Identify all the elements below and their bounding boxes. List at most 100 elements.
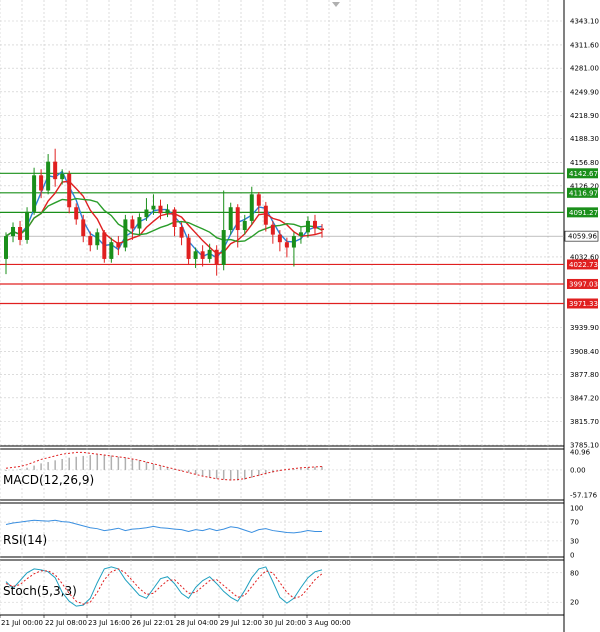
candle-body	[67, 173, 72, 208]
rsi-line	[5, 519, 322, 534]
stoch-label: Stoch(5,3,3)	[3, 584, 77, 598]
candle-body	[137, 217, 142, 229]
level-tag	[567, 207, 598, 218]
candle-body	[116, 242, 121, 248]
time-tick-label: 21 Jul 00:00	[1, 619, 43, 627]
price-tick-label: 3939.90	[570, 324, 599, 332]
ma-slow-line	[5, 180, 323, 255]
level-tag	[567, 259, 598, 270]
candle-body	[102, 232, 107, 259]
macd-panel	[0, 451, 564, 481]
rsi-panel	[0, 519, 564, 542]
price-tick-label: 3908.40	[570, 348, 599, 356]
time-tick-label: 29 Jul 12:00	[220, 619, 262, 627]
candle-body	[88, 236, 93, 246]
candle-body	[60, 173, 65, 180]
candle-body	[32, 175, 37, 212]
stoch-tick-label: 80	[570, 569, 579, 577]
stochastic-panel	[0, 566, 564, 607]
price-tick-label: 4343.10	[570, 18, 599, 26]
candle-body	[53, 161, 58, 180]
price-axis: 4343.10 4311.60 4281.00 4249.90 4218.90 4188.…	[564, 18, 599, 607]
time-tick-label: 30 Jul 20:00	[264, 619, 306, 627]
candle-body	[256, 194, 261, 206]
candle-body	[214, 249, 219, 265]
candle-body	[186, 237, 191, 259]
candle-body	[123, 219, 128, 248]
macd-label: MACD(12,26,9)	[3, 473, 94, 487]
level-tag	[567, 298, 598, 309]
level-label: 4142.67	[569, 170, 598, 178]
price-tick-label: 3847.20	[570, 394, 599, 402]
rsi-tick-label: 100	[570, 505, 583, 513]
level-label: 3971.33	[569, 300, 598, 308]
time-axis: 21 Jul 00:00 22 Jul 08:00 23 Jul 16:00 26 J…	[0, 615, 351, 627]
price-tick-label: 4156.80	[570, 159, 599, 167]
level-tag	[567, 168, 598, 179]
time-tick-label: 3 Aug 00:00	[308, 619, 351, 627]
candle-body	[305, 220, 310, 233]
candle-body	[298, 232, 303, 237]
level-label: 3997.03	[569, 280, 598, 288]
candle-body	[4, 236, 8, 259]
price-tick-label: 3877.80	[570, 371, 599, 379]
candle-body	[81, 219, 86, 237]
level-label: 4022.73	[569, 261, 598, 269]
stoch-k-line	[5, 566, 323, 607]
price-tick-label: 4249.90	[570, 88, 599, 96]
candle-body	[39, 175, 44, 191]
level-tag	[567, 187, 598, 198]
candle-body	[130, 219, 135, 229]
candle-body	[165, 209, 170, 214]
candle-body	[221, 230, 226, 265]
candle-body	[270, 224, 275, 235]
macd-tick-label: 0.00	[570, 466, 586, 474]
candle-body	[179, 226, 184, 238]
stoch-tick-label: 20	[570, 599, 579, 607]
macd-tick-label: -57.176	[570, 492, 598, 500]
candle-body	[228, 207, 233, 231]
rsi-tick-label: 30	[570, 537, 579, 545]
price-tick-label: 3785.10	[570, 442, 599, 450]
candle-body	[312, 220, 317, 229]
price-tick-label: 3815.70	[570, 418, 599, 426]
rsi-label: RSI(14)	[3, 533, 47, 547]
candle-body	[284, 242, 289, 248]
rsi-tick-label: 0	[570, 552, 574, 560]
candle-body	[11, 226, 16, 237]
support-resistance-levels	[0, 172, 564, 305]
scroll-marker-icon[interactable]	[332, 2, 340, 7]
candle-body	[291, 236, 296, 248]
candle-body	[74, 207, 79, 220]
price-tick-label: 4188.30	[570, 135, 599, 143]
price-tick-label: 4218.90	[570, 112, 599, 120]
candle-body	[193, 251, 198, 259]
candle-body	[207, 249, 212, 259]
time-tick-label: 26 Jul 22:01	[132, 619, 174, 627]
ma-mid-line	[5, 197, 323, 243]
time-tick-label: 22 Jul 08:00	[45, 619, 87, 627]
current-price-label: 4059.96	[568, 233, 597, 241]
current-price-tag	[564, 230, 599, 242]
moving-averages	[5, 170, 323, 259]
candle-body	[95, 232, 100, 246]
price-tick-label: 4281.00	[570, 65, 599, 73]
rsi-tick-label: 70	[570, 519, 579, 527]
macd-signal-line	[5, 451, 323, 481]
candle-body	[235, 207, 240, 231]
level-tag	[567, 278, 598, 289]
candle-body	[18, 226, 23, 240]
candle-body	[144, 209, 149, 218]
level-label: 4091.27	[569, 209, 598, 217]
candle-body	[242, 220, 247, 231]
grid	[0, 0, 565, 632]
candle-body	[320, 228, 324, 231]
stoch-d-line	[5, 568, 323, 605]
candle-body	[263, 205, 268, 225]
time-tick-label: 28 Jul 04:00	[176, 619, 218, 627]
candle-body	[109, 242, 114, 259]
price-tick-label: 4311.60	[570, 41, 599, 49]
candle-body	[151, 205, 156, 210]
candlestick-series[interactable]	[4, 148, 324, 276]
